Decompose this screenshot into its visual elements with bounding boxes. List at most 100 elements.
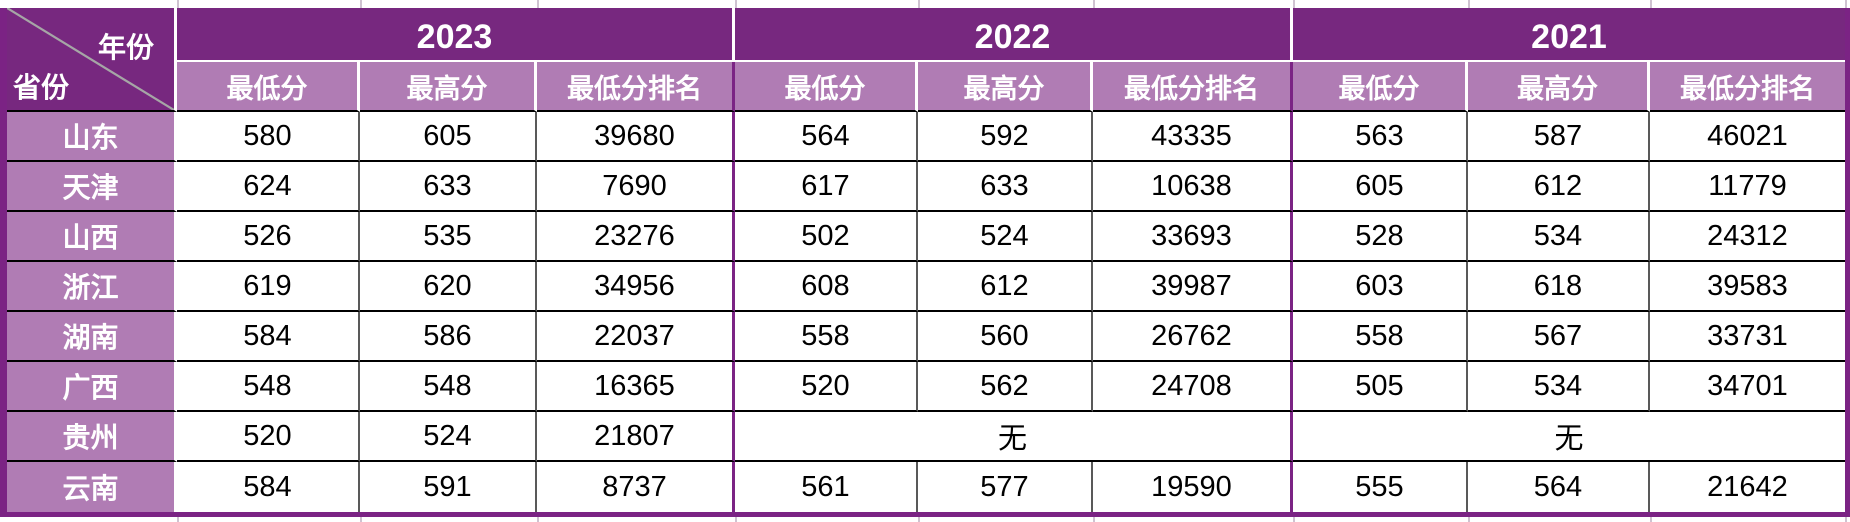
data-cell: 11779: [1650, 162, 1845, 212]
merged-empty-cell: 无: [735, 412, 1293, 462]
data-cell: 624: [177, 162, 360, 212]
grid-tick: [1293, 0, 1295, 8]
data-cell: 24708: [1093, 362, 1293, 412]
col-header-rank-2021: 最低分排名: [1650, 62, 1845, 112]
data-cell: 633: [918, 162, 1093, 212]
grid-tick: [177, 517, 179, 522]
province-cell: 湖南: [7, 312, 177, 362]
data-cell: 39987: [1093, 262, 1293, 312]
col-header-max-2021: 最高分: [1468, 62, 1650, 112]
data-cell: 608: [735, 262, 918, 312]
col-header-min-2023: 最低分: [177, 62, 360, 112]
col-header-min-2022: 最低分: [735, 62, 918, 112]
data-cell: 591: [360, 462, 537, 512]
data-cell: 43335: [1093, 112, 1293, 162]
data-cell: 560: [918, 312, 1093, 362]
data-cell: 534: [1468, 212, 1650, 262]
data-cell: 34701: [1650, 362, 1845, 412]
data-cell: 548: [177, 362, 360, 412]
data-cell: 592: [918, 112, 1093, 162]
data-cell: 33693: [1093, 212, 1293, 262]
data-cell: 524: [360, 412, 537, 462]
data-cell: 603: [1293, 262, 1468, 312]
data-cell: 46021: [1650, 112, 1845, 162]
grid-tick: [537, 517, 539, 522]
data-cell: 584: [177, 312, 360, 362]
data-cell: 587: [1468, 112, 1650, 162]
data-cell: 564: [1468, 462, 1650, 512]
grid-tick: [735, 517, 737, 522]
grid-tick: [735, 0, 737, 8]
col-header-rank-2023: 最低分排名: [537, 62, 735, 112]
data-cell: 534: [1468, 362, 1650, 412]
grid-tick: [1650, 517, 1652, 522]
data-cell: 563: [1293, 112, 1468, 162]
year-header-2021: 2021: [1293, 8, 1845, 62]
grid-tick: [918, 0, 920, 8]
grid-tick: [1845, 0, 1847, 8]
data-cell: 528: [1293, 212, 1468, 262]
data-cell: 10638: [1093, 162, 1293, 212]
data-cell: 22037: [537, 312, 735, 362]
data-cell: 618: [1468, 262, 1650, 312]
data-cell: 633: [360, 162, 537, 212]
data-cell: 558: [1293, 312, 1468, 362]
data-cell: 567: [1468, 312, 1650, 362]
grid-tick: [360, 517, 362, 522]
data-cell: 526: [177, 212, 360, 262]
data-cell: 21807: [537, 412, 735, 462]
data-cell: 21642: [1650, 462, 1845, 512]
diagonal-line: [7, 8, 174, 110]
province-cell: 山西: [7, 212, 177, 262]
data-cell: 33731: [1650, 312, 1845, 362]
grid-tick: [1845, 517, 1847, 522]
col-header-rank-2022: 最低分排名: [1093, 62, 1293, 112]
grid-tick: [1293, 517, 1295, 522]
col-header-min-2021: 最低分: [1293, 62, 1468, 112]
grid-tick: [918, 517, 920, 522]
data-cell: 16365: [537, 362, 735, 412]
data-cell: 7690: [537, 162, 735, 212]
data-cell: 562: [918, 362, 1093, 412]
data-cell: 23276: [537, 212, 735, 262]
corner-label-year: 年份: [97, 32, 154, 63]
data-cell: 535: [360, 212, 537, 262]
data-cell: 505: [1293, 362, 1468, 412]
data-cell: 524: [918, 212, 1093, 262]
province-cell: 山东: [7, 112, 177, 162]
data-cell: 39583: [1650, 262, 1845, 312]
data-cell: 619: [177, 262, 360, 312]
data-cell: 617: [735, 162, 918, 212]
data-cell: 558: [735, 312, 918, 362]
grid-tick: [1650, 0, 1652, 8]
data-cell: 548: [360, 362, 537, 412]
data-cell: 39680: [537, 112, 735, 162]
grid-tick: [177, 0, 179, 8]
province-cell: 贵州: [7, 412, 177, 462]
data-cell: 612: [918, 262, 1093, 312]
data-cell: 24312: [1650, 212, 1845, 262]
province-cell: 云南: [7, 462, 177, 512]
data-cell: 520: [735, 362, 918, 412]
bottom-margin-strip: [0, 517, 1850, 522]
year-header-2022: 2022: [735, 8, 1293, 62]
data-cell: 520: [177, 412, 360, 462]
data-cell: 605: [1293, 162, 1468, 212]
data-cell: 580: [177, 112, 360, 162]
data-cell: 555: [1293, 462, 1468, 512]
top-margin-strip: [0, 0, 1850, 8]
grid-tick: [537, 0, 539, 8]
grid-tick: [1468, 517, 1470, 522]
data-cell: 26762: [1093, 312, 1293, 362]
year-header-2023: 2023: [177, 8, 735, 62]
data-cell: 502: [735, 212, 918, 262]
province-cell: 浙江: [7, 262, 177, 312]
grid-tick: [1093, 0, 1095, 8]
data-cell: 586: [360, 312, 537, 362]
merged-empty-cell: 无: [1293, 412, 1845, 462]
data-cell: 8737: [537, 462, 735, 512]
data-cell: 605: [360, 112, 537, 162]
grid-tick: [1093, 517, 1095, 522]
grid-tick: [360, 0, 362, 8]
